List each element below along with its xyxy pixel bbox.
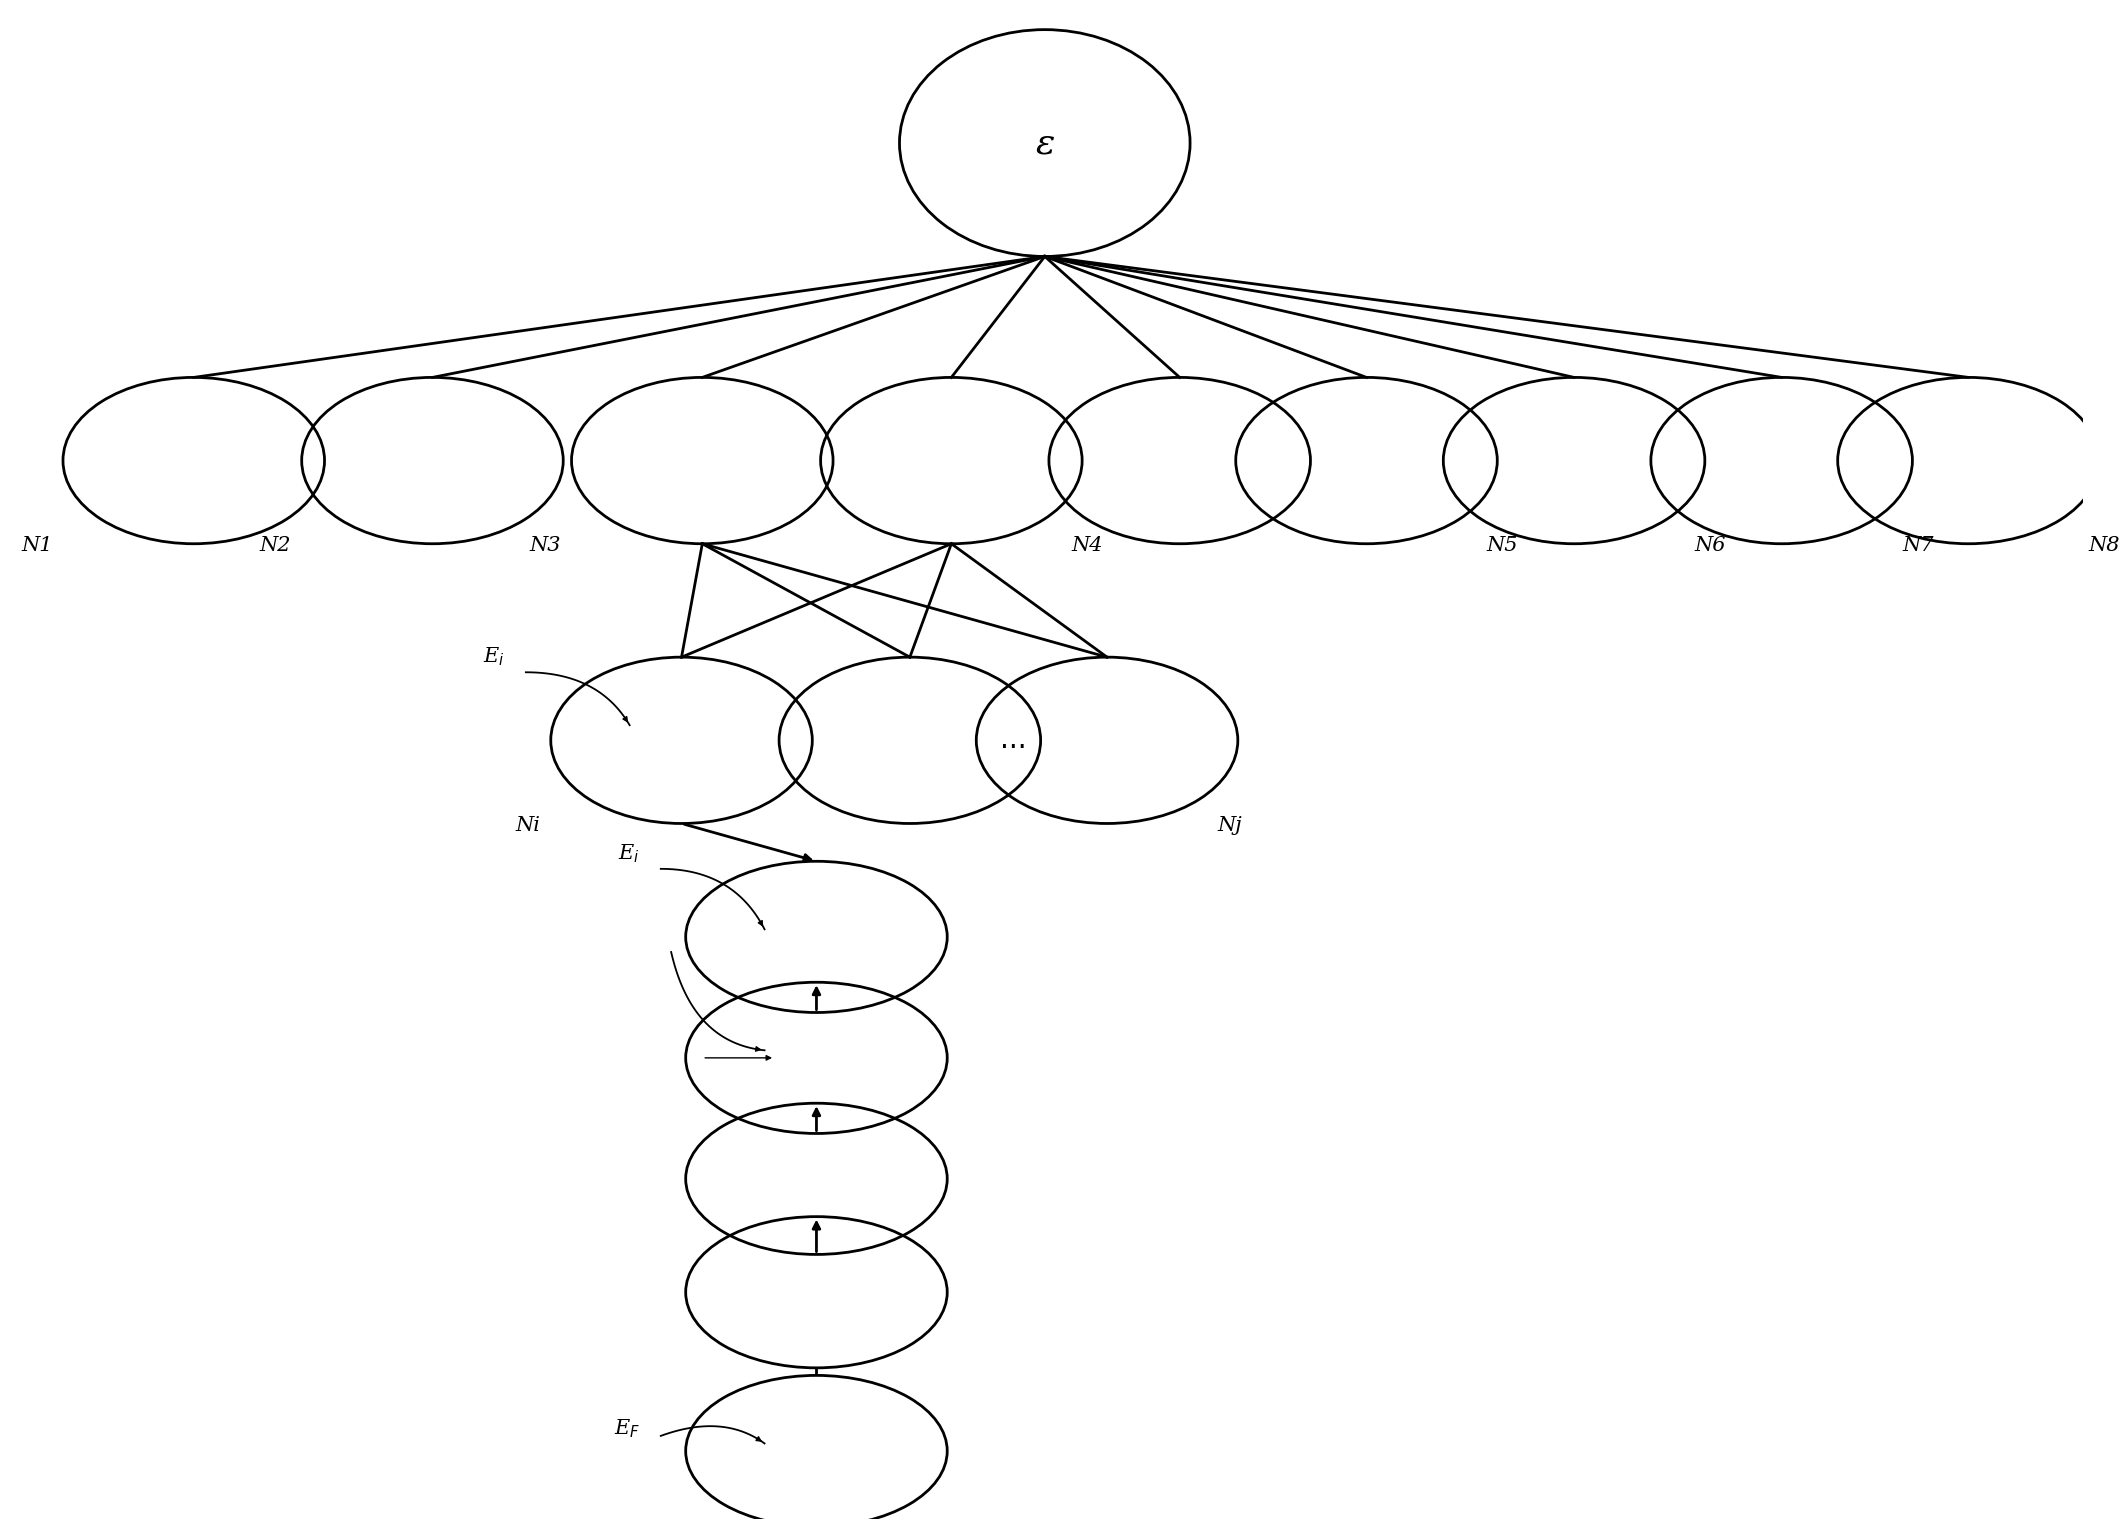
Text: N6: N6	[1694, 536, 1726, 555]
Text: N3: N3	[529, 536, 561, 555]
Text: N5: N5	[1486, 536, 1518, 555]
Text: N8: N8	[2090, 536, 2120, 555]
Text: Ni: Ni	[514, 816, 540, 835]
Text: E$_i$: E$_i$	[483, 645, 506, 668]
Text: Nj: Nj	[1216, 816, 1242, 835]
Text: E$_F$: E$_F$	[614, 1418, 640, 1439]
Text: ...: ...	[1001, 726, 1027, 754]
Text: E$_i$: E$_i$	[619, 842, 640, 865]
Text: N1: N1	[21, 536, 53, 555]
Text: N2: N2	[259, 536, 291, 555]
Text: N7: N7	[1903, 536, 1933, 555]
Text: ε: ε	[1035, 127, 1054, 160]
Text: N4: N4	[1072, 536, 1103, 555]
